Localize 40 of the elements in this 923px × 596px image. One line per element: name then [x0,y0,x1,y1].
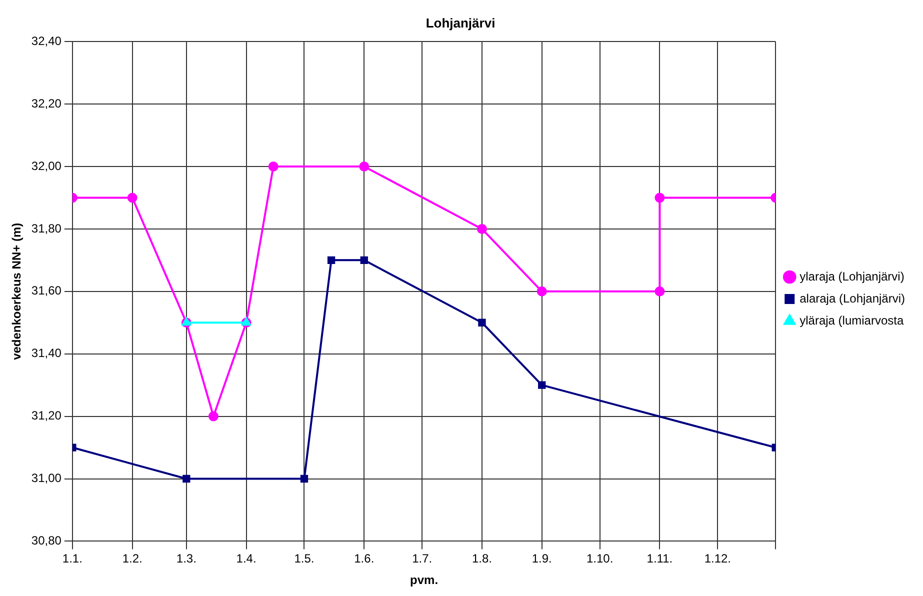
point [268,162,278,172]
chart-title: Lohjanjärvi [426,15,496,30]
y-tick-label: 32,20 [31,96,62,110]
y-tick-label: 31,60 [31,284,62,298]
y-axis-title: vedenkoerkeus NN+ (m) [10,222,24,360]
y-tick-label: 30,80 [31,534,62,548]
x-tick-label: 1.12. [704,552,732,566]
point [182,474,190,483]
legend-label: ylaraja (Lohjanjärvi) [800,269,904,284]
point [359,162,370,172]
point [654,192,665,203]
x-tick-label: 1.9. [532,552,552,566]
point [654,286,665,296]
point [478,318,486,326]
point [476,224,487,234]
y-tick-label: 32,40 [31,34,62,48]
legend-label: alaraja (Lohjanjärvi) [800,291,906,306]
point [327,256,336,264]
point [208,411,218,422]
y-tick-label: 31,40 [31,346,62,360]
point [300,474,308,483]
x-tick-label: 1.6. [354,552,374,566]
x-tick-label: 1.10. [586,552,614,566]
y-tick-label: 31,20 [31,408,62,423]
legend-label: yläraja (lumiarvosta [800,313,904,328]
point [538,381,546,389]
point [536,286,547,296]
x-tick-label: 1.5. [294,552,314,566]
x-axis-title: pvm. [410,573,438,588]
y-tick-label: 31,00 [31,471,62,486]
point [360,256,368,264]
x-tick-label: 1.2. [122,552,142,566]
x-tick-label: 1.11. [646,552,673,566]
y-tick-label: 31,80 [31,221,62,236]
x-tick-label: 1.3. [176,552,196,566]
y-tick-label: 32,00 [31,158,62,173]
x-tick-label: 1.1. [62,552,82,566]
x-tick-label: 1.4. [236,552,256,566]
x-tick-label: 1.7. [412,552,432,566]
x-tick-label: 1.8. [472,552,492,566]
